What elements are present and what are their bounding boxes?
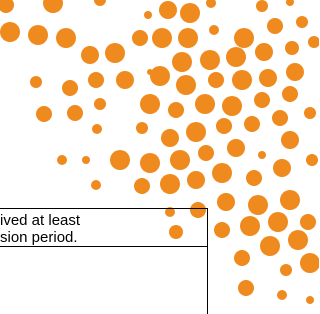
decorative-dot [140, 94, 160, 114]
decorative-dot [200, 50, 220, 70]
decorative-dot [286, 0, 294, 6]
decorative-dot [140, 153, 160, 173]
decorative-dot [226, 47, 246, 67]
decorative-dot [195, 94, 215, 114]
decorative-dot [238, 280, 254, 296]
decorative-dot [187, 171, 205, 189]
decorative-dot [0, 0, 14, 13]
decorative-dot [232, 70, 252, 90]
decorative-dot [110, 150, 130, 170]
decorative-dot [260, 236, 280, 256]
decorative-dot [94, 98, 106, 110]
decorative-dot [216, 118, 232, 134]
decorative-dot [186, 122, 206, 142]
decorative-dot [288, 230, 308, 250]
decorative-dot [170, 150, 190, 170]
decorative-dot [267, 18, 283, 34]
decorative-dot [306, 296, 314, 304]
decorative-dot [244, 116, 260, 132]
decorative-dot [160, 174, 180, 194]
decorative-dot [277, 290, 287, 300]
decorative-dot [214, 222, 230, 238]
decorative-dot [258, 151, 266, 159]
decorative-dot [208, 72, 224, 88]
decorative-dot [144, 11, 152, 19]
decorative-dot [304, 107, 316, 119]
decorative-dot [161, 129, 179, 147]
decorative-dot [91, 180, 101, 190]
decorative-dot [256, 0, 268, 12]
page: ived at least sion period. (() => { cons… [0, 0, 320, 314]
decorative-dot [176, 75, 196, 95]
decorative-dot [190, 202, 206, 218]
decorative-dot [285, 41, 299, 55]
decorative-dot [82, 156, 90, 164]
decorative-dot [0, 22, 20, 42]
dot-pattern [0, 0, 319, 304]
decorative-dot [217, 193, 235, 211]
decorative-dot [209, 25, 219, 35]
text-line: ived at least [0, 212, 81, 229]
decorative-dot [132, 30, 148, 46]
decorative-dot [30, 76, 42, 88]
decorative-dot [159, 1, 177, 19]
decorative-dot [272, 110, 288, 126]
decorative-dot [28, 25, 48, 45]
decorative-dot [246, 170, 262, 186]
decorative-dot [180, 3, 200, 23]
decorative-dot [206, 0, 216, 8]
decorative-dot [36, 106, 52, 122]
decorative-dot [300, 214, 316, 230]
decorative-dot [227, 139, 245, 157]
decorative-dot [259, 69, 277, 87]
decorative-dot [168, 102, 184, 118]
decorative-dot [273, 159, 291, 177]
decorative-dot [62, 80, 78, 96]
decorative-dot [150, 66, 170, 86]
decorative-dot [198, 145, 214, 161]
decorative-dot [296, 16, 308, 28]
decorative-dot [88, 72, 104, 88]
decorative-dot [222, 96, 242, 116]
decorative-dot [94, 0, 106, 6]
decorative-dot [282, 86, 298, 102]
decorative-dot [67, 105, 83, 121]
decorative-dot [105, 43, 125, 63]
decorative-dot [280, 264, 292, 276]
decorative-dot [152, 28, 172, 48]
decorative-dot [56, 28, 76, 48]
decorative-dot [306, 154, 318, 166]
decorative-dot [280, 190, 300, 210]
decorative-dot [300, 253, 319, 273]
decorative-dot [234, 28, 254, 48]
decorative-dot [81, 46, 99, 64]
decorative-dot [308, 36, 319, 48]
decorative-dot [116, 71, 134, 89]
decorative-dot [234, 250, 250, 266]
decorative-dot [57, 155, 67, 165]
text-box: ived at least sion period. [0, 208, 208, 314]
decorative-dot [255, 43, 273, 61]
decorative-dot [136, 122, 148, 134]
decorative-dot [172, 52, 192, 72]
decorative-dot [169, 225, 183, 239]
text-line: sion period. [0, 229, 78, 246]
decorative-dot [286, 63, 304, 81]
screenshot: ived at least sion period. [0, 0, 319, 314]
decorative-dot [268, 212, 288, 232]
decorative-dot [92, 124, 102, 134]
decorative-dot [240, 216, 260, 236]
decorative-dot [248, 195, 268, 215]
decorative-dot [212, 163, 232, 183]
decorative-dot [281, 131, 299, 149]
decorative-dot [178, 28, 198, 48]
decorative-dot [254, 92, 270, 108]
decorative-dot [43, 0, 63, 13]
decorative-dot [134, 178, 150, 194]
